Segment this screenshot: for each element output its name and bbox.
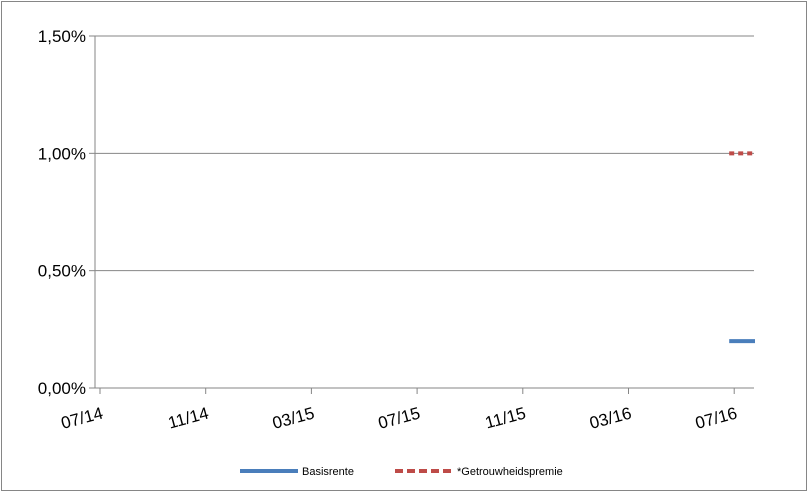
y-tick-label: 0,00% — [38, 379, 86, 398]
legend-label: *Getrouwheidspremie — [457, 466, 563, 478]
axes — [89, 35, 754, 394]
x-tick-label: 07/14 — [59, 404, 105, 433]
y-axis-ticks: 0,00% 0,50% 1,00% 1,50% — [38, 27, 86, 398]
x-tick-label: 03/16 — [588, 404, 634, 433]
y-tick-label: 1,50% — [38, 27, 86, 46]
series-lines — [729, 151, 755, 344]
legend: Basisrente *Getrouwheidspremie — [240, 466, 563, 478]
x-tick-label: 11/15 — [483, 404, 528, 433]
x-tick-label: 07/15 — [376, 404, 422, 433]
x-axis-ticks: 07/14 11/14 03/15 07/15 11/15 03/16 07/16 — [59, 404, 739, 433]
x-tick-label: 11/14 — [166, 404, 211, 433]
y-tick-label: 0,50% — [38, 262, 86, 281]
x-tick-label: 07/16 — [693, 404, 739, 433]
x-tick-label: 03/15 — [270, 404, 316, 433]
legend-label: Basisrente — [302, 466, 354, 478]
gridlines — [95, 35, 754, 272]
y-tick-label: 1,00% — [38, 144, 86, 163]
